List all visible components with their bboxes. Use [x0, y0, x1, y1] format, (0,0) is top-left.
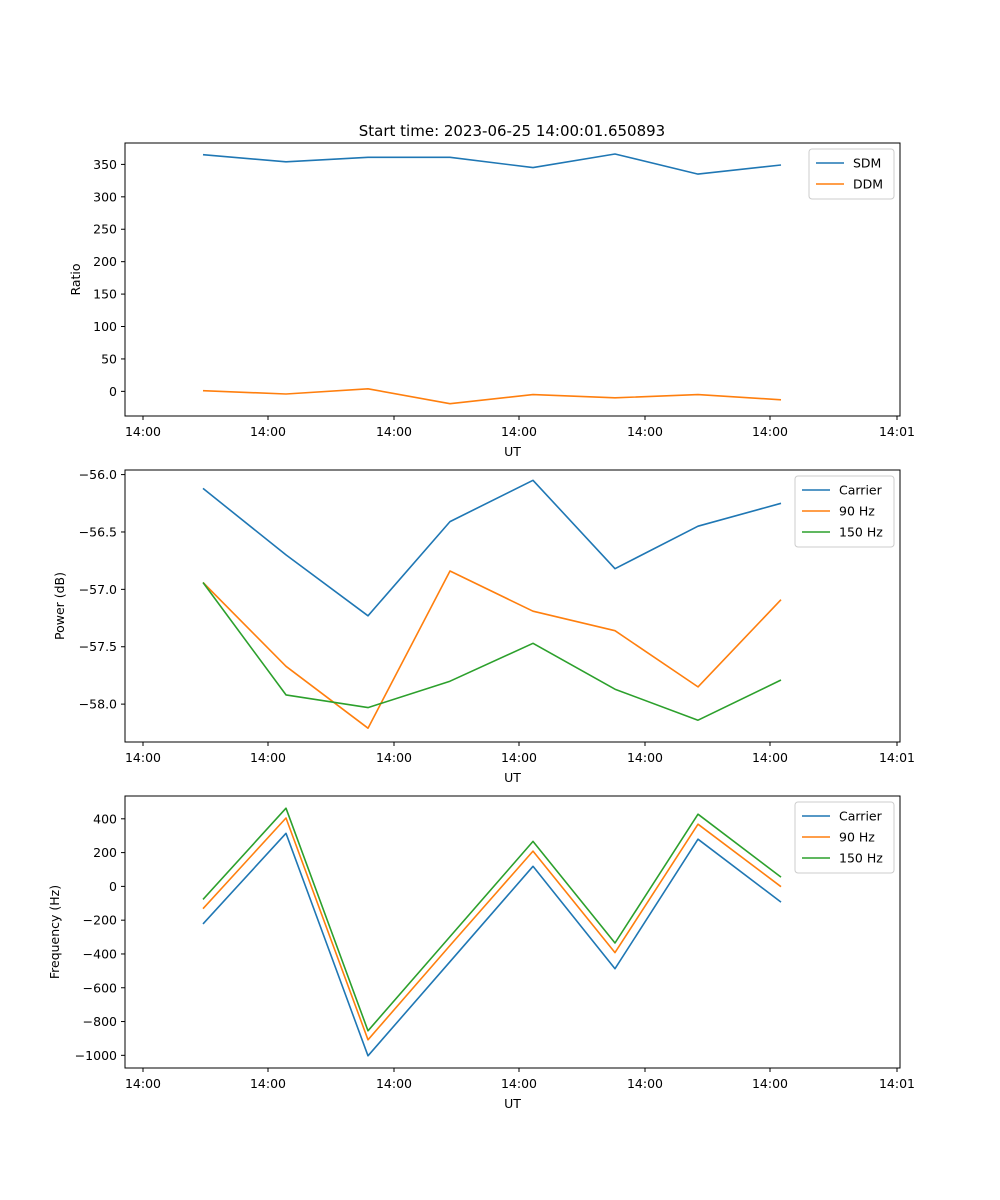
y-tick-label: −58.0 — [79, 697, 117, 712]
power-panel: 14:00 14:00 14:00 14:00 14:00 14:00 14:01 −58.0… — [52, 467, 915, 785]
x-axis-label: UT — [504, 770, 521, 785]
x-axis-label: UT — [504, 1096, 521, 1111]
legend-label: 90 Hz — [839, 830, 875, 845]
series-line — [202, 570, 782, 730]
y-tick-label: 100 — [93, 319, 117, 334]
series-line — [202, 817, 782, 1041]
x-tick-label: 14:00 — [627, 424, 663, 439]
y-tick-label: −200 — [83, 913, 117, 928]
y-tick-label: 200 — [93, 845, 117, 860]
y-tick-label: −800 — [83, 1014, 117, 1029]
y-tick-label: −56.0 — [79, 467, 117, 482]
x-tick-label: 14:00 — [376, 1076, 412, 1091]
x-tick-label: 14:00 — [125, 1076, 161, 1091]
x-tick-label: 14:01 — [879, 1076, 915, 1091]
y-axis-label: Power (dB) — [52, 572, 67, 640]
x-tick-label: 14:00 — [627, 1076, 663, 1091]
y-tick-label: −57.5 — [79, 639, 117, 654]
legend-label: 90 Hz — [839, 504, 875, 519]
legend-label: SDM — [853, 156, 881, 171]
legend-label: DDM — [853, 177, 883, 192]
y-tick-label: −400 — [83, 946, 117, 961]
y-tick-label: 200 — [93, 254, 117, 269]
series-line — [202, 582, 782, 722]
legend-label: 150 Hz — [839, 851, 883, 866]
y-tick-label: 300 — [93, 189, 117, 204]
y-tick-label: −57.0 — [79, 582, 117, 597]
x-tick-label: 14:00 — [752, 750, 788, 765]
x-tick-label: 14:01 — [879, 750, 915, 765]
x-tick-label: 14:00 — [501, 1076, 537, 1091]
series-line — [202, 832, 782, 1057]
y-tick-label: 0 — [109, 384, 117, 399]
y-tick-label: −1000 — [75, 1048, 117, 1063]
legend: Carrier 90 Hz 150 Hz — [794, 475, 895, 548]
legend-box — [794, 801, 895, 874]
y-axis-label: Ratio — [68, 263, 83, 295]
x-tick-label: 14:00 — [501, 750, 537, 765]
legend-box — [808, 148, 895, 200]
legend: Carrier 90 Hz 150 Hz — [794, 801, 895, 874]
x-axis-label: UT — [504, 444, 521, 459]
legend: SDM DDM — [808, 148, 895, 200]
plot-frame — [124, 142, 901, 417]
y-tick-label: 350 — [93, 157, 117, 172]
legend-label: 150 Hz — [839, 525, 883, 540]
x-tick-label: 14:00 — [376, 424, 412, 439]
x-tick-label: 14:00 — [752, 424, 788, 439]
x-tick-label: 14:01 — [879, 424, 915, 439]
y-axis-label: Frequency (Hz) — [47, 885, 62, 979]
chart-title: Start time: 2023-06-25 14:00:01.650893 — [359, 122, 665, 140]
frequency-panel: 14:00 14:00 14:00 14:00 14:00 14:00 14:01 −1000… — [47, 795, 915, 1111]
y-tick-label: 150 — [93, 287, 117, 302]
y-tick-label: −56.5 — [79, 524, 117, 539]
series-line — [202, 479, 782, 617]
legend-box — [794, 475, 895, 548]
x-tick-label: 14:00 — [125, 750, 161, 765]
series-line — [202, 807, 782, 1032]
x-tick-label: 14:00 — [250, 1076, 286, 1091]
y-tick-label: −600 — [83, 980, 117, 995]
y-tick-label: 0 — [109, 879, 117, 894]
x-tick-label: 14:00 — [376, 750, 412, 765]
x-tick-label: 14:00 — [752, 1076, 788, 1091]
x-tick-label: 14:00 — [125, 424, 161, 439]
plot-frame — [124, 795, 901, 1069]
plot-frame — [124, 469, 901, 743]
x-tick-label: 14:00 — [250, 424, 286, 439]
series-line — [202, 153, 782, 175]
legend-label: Carrier — [839, 483, 883, 498]
series-line — [202, 387, 782, 405]
x-tick-label: 14:00 — [627, 750, 663, 765]
x-tick-label: 14:00 — [501, 424, 537, 439]
y-tick-label: 50 — [101, 351, 117, 366]
y-tick-label: 250 — [93, 222, 117, 237]
y-tick-label: 400 — [93, 811, 117, 826]
legend-label: Carrier — [839, 809, 883, 824]
ratio-panel: Start time: 2023-06-25 14:00:01.650893 1… — [68, 122, 915, 459]
x-tick-label: 14:00 — [250, 750, 286, 765]
